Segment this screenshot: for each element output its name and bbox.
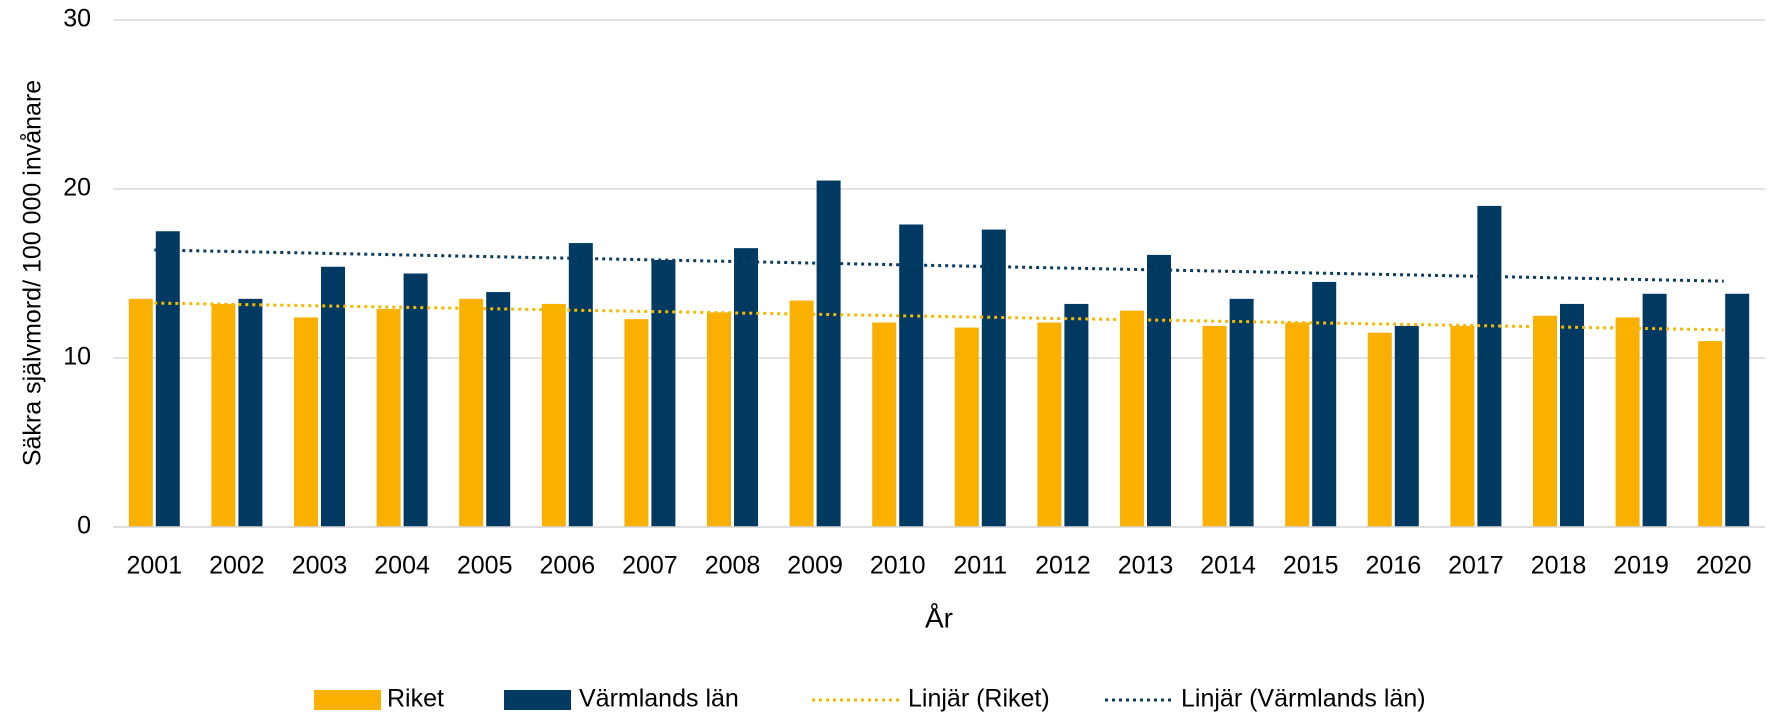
bar [1725, 293, 1750, 527]
bar [899, 224, 924, 528]
legend-label: Riket [387, 685, 444, 713]
y-tick-label: 20 [63, 174, 91, 202]
legend-swatch [314, 690, 381, 710]
bar [1285, 322, 1310, 527]
x-tick-label: 2005 [457, 552, 513, 580]
y-tick-label: 10 [63, 343, 91, 371]
y-tick-label: 30 [63, 5, 91, 33]
bar [707, 312, 731, 527]
y-axis-title: Säkra självmord/ 100 000 invånare [19, 80, 47, 466]
x-tick-label: 2014 [1200, 552, 1256, 580]
x-tick-label: 2010 [870, 552, 926, 580]
bar [981, 229, 1006, 527]
x-tick-label: 2020 [1696, 552, 1752, 580]
bar [1450, 325, 1475, 527]
trend-line [154, 248, 1724, 283]
bar [1615, 317, 1640, 527]
x-axis-title: År [925, 602, 953, 633]
x-tick-label: 2019 [1613, 552, 1669, 580]
bar [954, 327, 979, 527]
bar [459, 298, 484, 527]
legend-label: Linjär (Riket) [908, 685, 1050, 713]
x-tick-label: 2002 [209, 552, 265, 580]
x-tick-label: 2016 [1365, 552, 1421, 580]
y-tick-label: 0 [77, 512, 91, 540]
x-tick-label: 2013 [1118, 552, 1174, 580]
x-tick-label: 2003 [292, 552, 348, 580]
bar [541, 303, 566, 527]
bar [1147, 254, 1171, 527]
bar [486, 292, 511, 527]
bar [872, 322, 897, 527]
bar [376, 308, 401, 527]
bar [211, 303, 236, 527]
bar [789, 300, 814, 527]
bar [1367, 332, 1392, 527]
bar [294, 317, 318, 527]
x-tick-label: 2001 [126, 552, 182, 580]
legend-label: Värmlands län [579, 685, 739, 713]
trend-line [154, 301, 1724, 332]
bar [1533, 315, 1557, 527]
x-tick-label: 2018 [1531, 552, 1587, 580]
bar [1120, 310, 1144, 527]
bar [624, 319, 649, 527]
bar [734, 248, 758, 527]
bar [1477, 205, 1502, 527]
x-tick-label: 2015 [1283, 552, 1339, 580]
x-tick-label: 2008 [705, 552, 761, 580]
bar [1064, 303, 1089, 527]
bar [1560, 303, 1584, 527]
bar [816, 180, 841, 528]
bar [128, 298, 153, 527]
bar [1037, 322, 1062, 527]
x-tick-label: 2017 [1448, 552, 1504, 580]
bar [155, 231, 180, 527]
x-tick-label: 2012 [1035, 552, 1091, 580]
bar [1202, 325, 1227, 527]
bar [1698, 341, 1723, 527]
x-tick-label: 2006 [539, 552, 595, 580]
bar [321, 266, 345, 527]
x-tick-label: 2007 [622, 552, 678, 580]
bar [1312, 281, 1337, 527]
x-tick-label: 2009 [787, 552, 843, 580]
bar [1229, 298, 1254, 527]
bar [1394, 325, 1419, 527]
bar [568, 243, 593, 527]
legend-label: Linjär (Värmlands län) [1181, 685, 1426, 713]
bar [651, 259, 676, 527]
x-tick-label: 2011 [953, 552, 1007, 580]
bar [1642, 293, 1667, 527]
legend-swatch [504, 690, 571, 710]
x-tick-label: 2004 [374, 552, 430, 580]
bar [238, 298, 263, 527]
bar [403, 273, 428, 527]
